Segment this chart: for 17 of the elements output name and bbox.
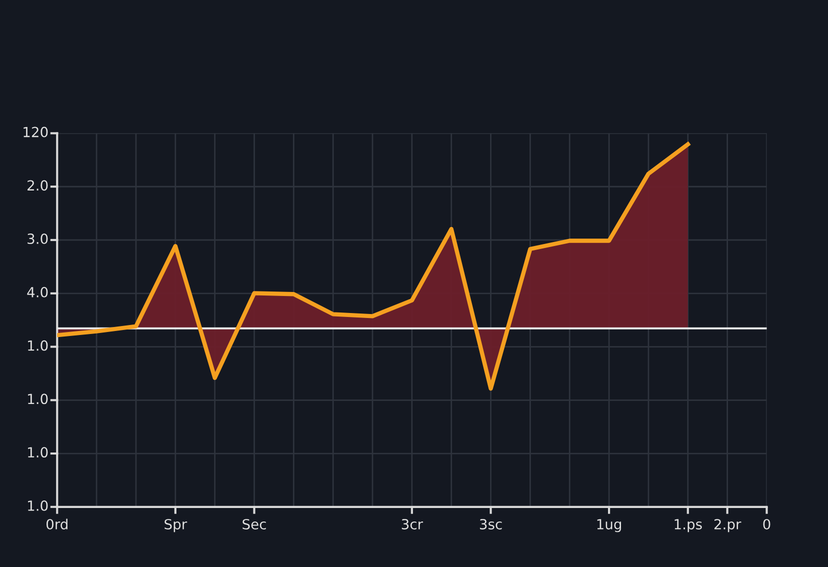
text: 120 [24,126,48,138]
x-tick-label: 1.ps [674,519,702,532]
text: 1.0 [28,394,48,404]
text: 3.0 [28,234,48,244]
text: 4.0 [27,286,48,298]
x-tick-label: Spr [164,518,188,532]
text: 2.0 [28,180,48,191]
x-tick-label: 3sc [480,518,502,530]
x-tick-label: 3cr [402,518,424,530]
x-tick-label: 0 [763,518,770,530]
x-tick-label: 1ug [597,519,622,532]
text: 1.0 [28,447,48,458]
x-tick-label: Sec [242,518,266,530]
x-tick-label: 2.pr [714,518,742,532]
text: 1.0 [28,340,48,351]
text: 1.0 [28,500,48,511]
x-tick-label: 0rd [46,518,68,530]
